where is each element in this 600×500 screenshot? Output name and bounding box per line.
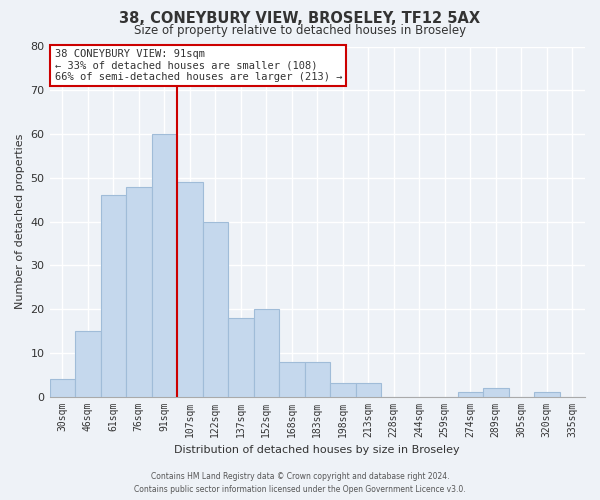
Bar [279,362,305,396]
Text: 38, CONEYBURY VIEW, BROSELEY, TF12 5AX: 38, CONEYBURY VIEW, BROSELEY, TF12 5AX [119,11,481,26]
Bar [305,362,330,396]
Bar [534,392,560,396]
Bar [483,388,509,396]
Text: 38 CONEYBURY VIEW: 91sqm
← 33% of detached houses are smaller (108)
66% of semi-: 38 CONEYBURY VIEW: 91sqm ← 33% of detach… [55,48,342,82]
Bar [50,379,75,396]
Y-axis label: Number of detached properties: Number of detached properties [15,134,25,309]
X-axis label: Distribution of detached houses by size in Broseley: Distribution of detached houses by size … [175,445,460,455]
Bar [330,384,356,396]
Text: Size of property relative to detached houses in Broseley: Size of property relative to detached ho… [134,24,466,37]
Bar [75,331,101,396]
Bar [356,384,381,396]
Bar [228,318,254,396]
Bar [254,309,279,396]
Bar [126,186,152,396]
Bar [177,182,203,396]
Bar [152,134,177,396]
Text: Contains HM Land Registry data © Crown copyright and database right 2024.
Contai: Contains HM Land Registry data © Crown c… [134,472,466,494]
Bar [203,222,228,396]
Bar [458,392,483,396]
Bar [101,196,126,396]
